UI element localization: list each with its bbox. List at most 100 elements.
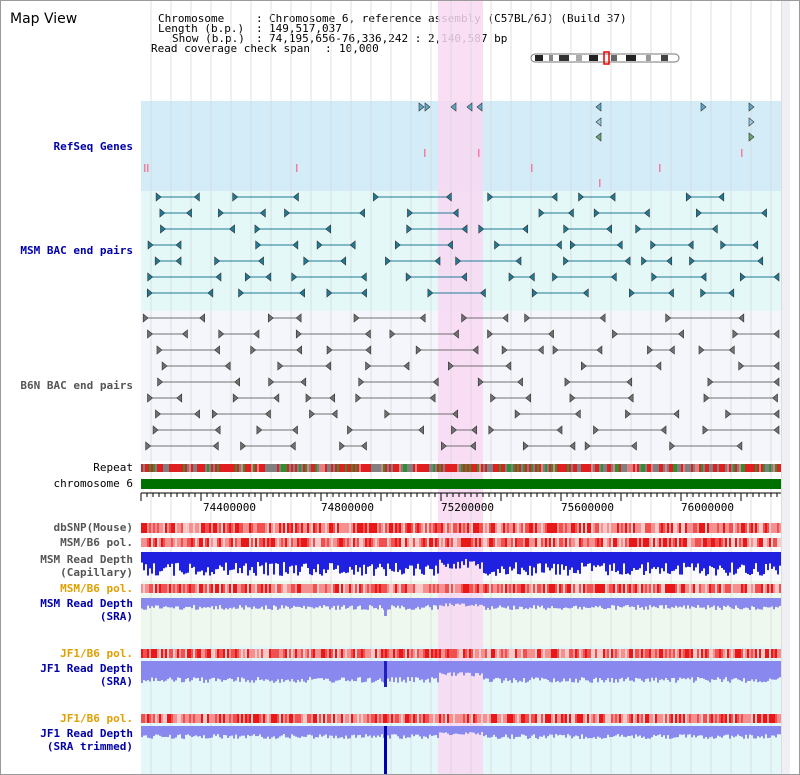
msm-b6-pol-heat-cell [669,584,671,593]
track-label-chromosome[interactable]: chromosome 6 [53,477,133,490]
track-label-msm-b6-pol-1[interactable]: MSM/B6 pol. [60,536,133,549]
msm-b6-pol-heat-cell [621,538,623,547]
repeat-segment [223,464,225,472]
msm-sra-depth-bar [715,598,717,610]
msm-b6-pol-heat-cell [643,538,645,547]
jf1-b6-pol-heat-cell [441,649,443,658]
jf1-b6-pol-heat-cell [729,714,731,723]
b6n-bac-pair-end [250,345,257,355]
jf1-trimmed-depth-bar [651,726,653,738]
b6n-bac-pair-end [564,377,571,387]
jf1-b6-pol-heat-cell [637,649,639,658]
msm-capillary-depth-bar [755,552,757,564]
msm-capillary-depth-bar [177,552,179,563]
dbsnp-heat-cell [453,523,455,533]
msm-capillary-depth-bar [375,552,377,569]
jf1-sra-depth-bar [483,661,485,680]
repeat-segment [635,464,637,472]
msm-sra-depth-bar [735,598,737,606]
msm-b6-pol-heat-cell [411,538,413,547]
vertical-scrollbar[interactable] [781,1,790,774]
msm-b6-pol-heat-cell [581,584,583,593]
msm-b6-pol-heat-cell [529,538,531,547]
track-label-b6n-bac[interactable]: B6N BAC end pairs [20,379,133,392]
jf1-b6-pol-heat-cell [485,714,487,723]
jf1-b6-pol-heat-cell [293,714,295,723]
jf1-trimmed-depth-bar [211,726,213,738]
dbsnp-heat-cell [219,523,221,533]
jf1-b6-pol-heat-cell [537,714,539,723]
track-label-jf1-b6-pol-2[interactable]: JF1/B6 pol. [60,712,133,725]
msm-b6-pol-heat-cell [523,538,525,547]
jf1-trimmed-depth-bar [703,726,705,739]
jf1-sra-depth-bar [259,661,261,680]
msm-b6-pol-heat-cell [657,584,659,593]
dbsnp-heat-cell [625,523,627,533]
jf1-b6-pol-heat-cell [623,649,625,658]
msm-sra-depth-bar [669,598,671,609]
jf1-b6-pol-heat-cell [461,649,463,658]
msm-b6-pol-heat-cell [777,584,779,593]
jf1-trimmed-depth-bar [491,726,493,737]
track-label-jf1-read-depth-sra[interactable]: JF1 Read Depth [40,662,133,675]
track-label-jf1-b6-pol-1[interactable]: JF1/B6 pol. [60,647,133,660]
jf1-b6-pol-heat-cell [353,649,355,658]
repeat-segment [709,464,711,472]
msm-sra-depth-bar [597,598,599,608]
msm-b6-pol-heat-cell [703,538,705,547]
msm-sra-depth-bar [339,598,341,610]
dbsnp-heat-cell [149,523,151,533]
jf1-b6-pol-heat-cell [373,714,375,723]
dbsnp-heat-cell [187,523,189,533]
repeat-segment [319,464,321,472]
jf1-b6-pol-heat-cell [521,714,523,723]
jf1-sra-depth-bar [415,661,417,678]
repeat-segment [393,464,395,472]
jf1-b6-pol-heat-cell [431,714,433,723]
jf1-trimmed-depth-bar [225,726,227,736]
jf1-b6-pol-heat-cell [497,649,499,658]
dbsnp-heat-cell [429,523,431,533]
dbsnp-heat-cell [291,523,293,533]
track-label-msm-read-depth-cap[interactable]: MSM Read Depth [40,553,133,566]
jf1-trimmed-depth-bar [643,726,645,737]
msm-b6-pol-heat-cell [345,538,347,547]
jf1-b6-pol-heat-cell [579,714,581,723]
jf1-b6-pol-heat-cell [743,649,745,658]
dbsnp-heat-cell [421,523,423,533]
track-label-repeat[interactable]: Repeat [93,461,133,474]
jf1-trimmed-depth-bar [341,726,343,738]
msm-sra-depth-bar [259,598,261,609]
msm-b6-pol-heat-cell [267,538,269,547]
msm-b6-pol-heat-cell [717,584,719,593]
msm-b6-pol-heat-cell [447,538,449,547]
msm-capillary-depth-bar [743,552,745,566]
jf1-b6-pol-heat-cell [665,714,667,723]
msm-capillary-depth-bar [687,552,689,567]
repeat-segment [375,464,377,472]
jf1-b6-pol-heat-cell [191,649,193,658]
jf1-trimmed-depth-bar [739,726,741,737]
track-label-jf1-read-depth-trim[interactable]: JF1 Read Depth [40,727,133,740]
msm-capillary-depth-bar [247,552,249,576]
jf1-trimmed-depth-bar [359,726,361,735]
track-label-msm-b6-pol-2[interactable]: MSM/B6 pol. [60,582,133,595]
msm-sra-depth-bar [447,598,449,607]
track-label-dbsnp[interactable]: dbSNP(Mouse) [53,521,133,534]
track-label-msm-read-depth-sra[interactable]: MSM Read Depth [40,597,133,610]
b6n-bac-pair-end [487,329,494,339]
jf1-trimmed-depth-bar [391,726,393,735]
repeat-segment [729,464,731,472]
msm-sra-depth-bar [403,598,405,608]
repeat-segment [591,464,593,472]
jf1-b6-pol-heat-cell [549,714,551,723]
track-label-msm-bac[interactable]: MSM BAC end pairs [20,244,133,257]
jf1-trimmed-depth-bar [519,726,521,737]
track-label-refseq[interactable]: RefSeq Genes [53,140,133,153]
jf1-trimmed-depth-bar [525,726,527,736]
jf1-b6-pol-heat-cell [151,649,153,658]
msm-bac-pair-end [551,192,558,202]
repeat-segment [627,464,629,472]
jf1-b6-pol-heat-cell [481,714,483,723]
